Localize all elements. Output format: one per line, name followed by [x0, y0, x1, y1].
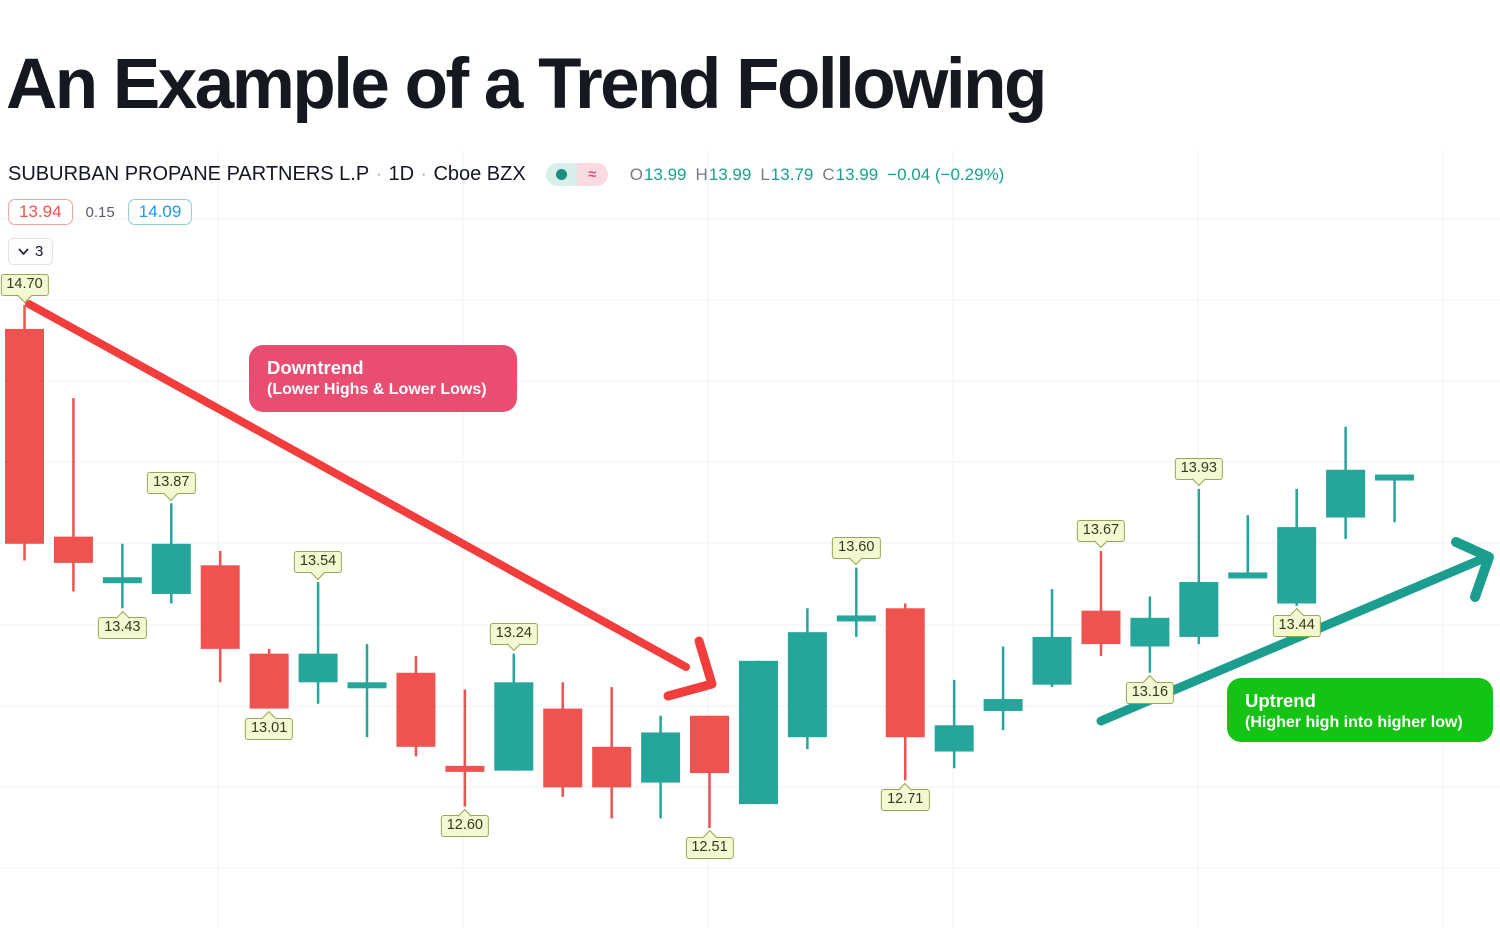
timeframe-button[interactable]: 1D	[388, 163, 415, 185]
candle	[934, 679, 974, 769]
low-value: 13.79	[770, 164, 814, 184]
candle	[836, 567, 876, 637]
candle	[151, 503, 191, 604]
indicator-row: 3	[8, 238, 54, 265]
candle	[5, 305, 44, 561]
candle	[1228, 515, 1268, 579]
candle	[445, 689, 485, 807]
ohlc-readout: O 13.99 H 13.99 L 13.79 C 13.99 −0.04 (−…	[630, 165, 1005, 185]
separator-dot: ·	[376, 165, 382, 183]
open-value: 13.99	[643, 164, 687, 184]
bid-ask-row: 13.94 0.15 14.09	[8, 199, 193, 225]
candle	[543, 682, 583, 797]
separator-dot: ·	[421, 165, 427, 183]
close-value: 13.99	[835, 164, 879, 184]
candle	[885, 603, 925, 781]
candle	[53, 398, 93, 592]
downtrend-callout: Downtrend (Lower Highs & Lower Lows)	[249, 345, 517, 412]
candle	[347, 644, 387, 738]
candle	[494, 653, 534, 771]
candle	[1375, 474, 1415, 523]
exchange-button[interactable]: Cboe BZX	[433, 163, 526, 185]
page-title: An Example of a Trend Following	[6, 45, 1047, 124]
approx-icon: ≈	[576, 163, 608, 186]
candle	[102, 543, 142, 609]
buy-button[interactable]: 14.09	[127, 199, 193, 225]
close-label: C	[822, 164, 835, 184]
uptrend-title: Uptrend	[1245, 690, 1316, 711]
spread-value: 0.15	[85, 203, 115, 221]
high-value: 13.99	[708, 164, 752, 184]
candle	[1326, 426, 1366, 540]
chevron-down-icon	[18, 248, 29, 255]
candle	[1032, 589, 1072, 688]
candle	[249, 648, 289, 709]
indicators-dropdown[interactable]: 3	[8, 238, 54, 265]
market-status-toggle[interactable]: ≈	[545, 163, 608, 186]
candle	[983, 646, 1023, 731]
indicator-count: 3	[35, 243, 44, 260]
status-dot-icon	[545, 163, 577, 186]
candle	[200, 550, 240, 683]
downtrend-arrow	[25, 300, 717, 701]
candle	[738, 660, 778, 805]
downtrend-title: Downtrend	[267, 357, 364, 378]
candle	[690, 715, 730, 828]
uptrend-subtitle: (Higher high into higher low)	[1245, 714, 1463, 731]
candle	[396, 656, 436, 757]
candle	[641, 715, 681, 819]
candle	[1130, 596, 1170, 673]
symbol-header: SUBURBAN PROPANE PARTNERS L.P · 1D · Cbo…	[8, 163, 1004, 186]
candle	[787, 608, 827, 750]
downtrend-subtitle: (Lower Highs & Lower Lows)	[267, 381, 487, 398]
candle	[1277, 488, 1317, 606]
candle	[1081, 550, 1121, 657]
sell-button[interactable]: 13.94	[8, 199, 73, 225]
open-label: O	[629, 164, 643, 184]
uptrend-callout: Uptrend (Higher high into higher low)	[1227, 678, 1493, 742]
low-label: L	[760, 164, 770, 184]
candle	[592, 687, 632, 819]
high-label: H	[695, 164, 708, 184]
change-value: −0.04 (−0.29%)	[887, 164, 1005, 184]
candle	[298, 582, 338, 704]
candle	[1179, 488, 1219, 645]
symbol-name[interactable]: SUBURBAN PROPANE PARTNERS L.P	[8, 163, 370, 185]
gridlines	[0, 150, 1500, 928]
